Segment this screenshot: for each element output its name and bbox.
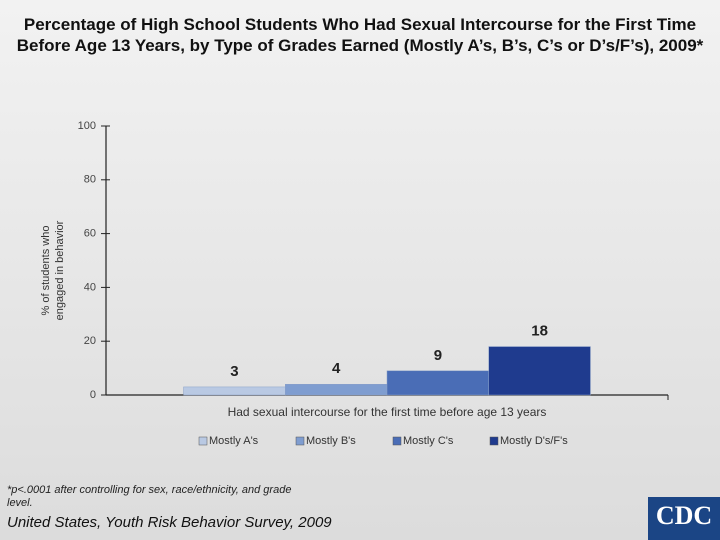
legend-swatch xyxy=(489,436,499,446)
value-label: 4 xyxy=(332,360,341,377)
x-tick-label: Had sexual intercourse for the first tim… xyxy=(228,405,547,419)
y-tick-label: 40 xyxy=(84,281,96,293)
logo: CDC xyxy=(656,501,712,530)
y-axis-label: % of students who xyxy=(40,226,52,316)
y-tick-label: 80 xyxy=(84,174,96,186)
y-tick-label: 0 xyxy=(90,389,96,401)
source: United States, Youth Risk Behavior Surve… xyxy=(7,514,332,531)
bar xyxy=(285,383,388,396)
legend-label: Mostly A's xyxy=(209,435,259,447)
legend-swatch xyxy=(198,436,208,446)
legend-swatch xyxy=(392,436,402,446)
chart-title: Percentage of High School Students Who H… xyxy=(0,14,720,56)
title-line: Before Age 13 Years, by Type of Grades E… xyxy=(16,36,704,55)
value-label: 9 xyxy=(434,347,442,364)
footnote: *p<.0001 after controlling for sex, race… xyxy=(7,484,292,509)
legend-label: Mostly B's xyxy=(306,435,356,447)
logo-box xyxy=(648,497,720,540)
y-tick-label: 100 xyxy=(78,120,96,132)
value-label: 18 xyxy=(531,323,548,340)
title-line: Percentage of High School Students Who H… xyxy=(23,15,697,34)
legend-swatch xyxy=(295,436,305,446)
bar xyxy=(386,370,489,396)
legend-label: Mostly D's/F's xyxy=(500,435,568,447)
value-label: 3 xyxy=(230,363,238,380)
y-tick-label: 60 xyxy=(84,228,96,240)
y-tick-label: 20 xyxy=(84,335,96,347)
bar xyxy=(488,346,591,396)
legend-label: Mostly C's xyxy=(403,435,454,447)
bar xyxy=(183,386,286,396)
y-axis-label: engaged in behavior xyxy=(54,220,66,320)
